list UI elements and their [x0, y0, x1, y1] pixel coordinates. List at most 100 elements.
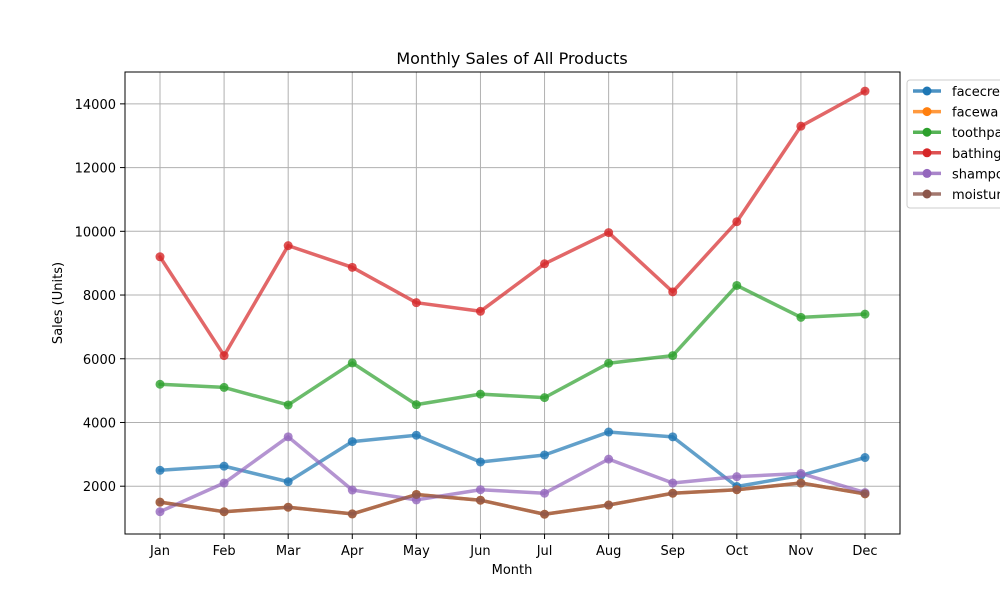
series-bathing — [155, 86, 870, 361]
data-point — [475, 495, 485, 505]
series-line — [158, 481, 867, 516]
x-tick-label: Aug — [596, 544, 621, 559]
data-point — [796, 312, 806, 322]
x-tick-label: Jun — [469, 544, 490, 559]
x-tick-label: Feb — [213, 544, 236, 559]
data-point — [411, 400, 421, 410]
data-point — [796, 121, 806, 131]
plot-frame — [124, 71, 901, 535]
axes: Jan Feb Mar Apr May Jun Jul Aug Sep Oct Nov Dec 2000… — [75, 98, 878, 559]
data-point — [604, 228, 614, 238]
data-point — [475, 485, 485, 495]
data-point — [475, 457, 485, 467]
data-point — [860, 309, 870, 319]
legend: facecre facewa toothpa bathing shampo moistur — [906, 79, 1000, 209]
legend-item: moistur — [913, 188, 1000, 203]
legend-item: toothpa — [913, 126, 1000, 141]
legend-label: toothpa — [952, 126, 1000, 141]
data-point — [540, 393, 550, 403]
data-point — [155, 252, 165, 262]
data-point — [155, 379, 165, 389]
data-point — [219, 351, 229, 361]
series-line — [158, 283, 867, 407]
data-point — [668, 287, 678, 297]
data-point — [540, 509, 550, 519]
x-tick-label: Nov — [788, 544, 814, 559]
x-tick-label: Dec — [852, 544, 877, 559]
data-point — [347, 262, 357, 272]
data-point — [540, 488, 550, 498]
data-point — [475, 306, 485, 316]
legend-marker — [922, 127, 932, 137]
series-facecre — [155, 427, 870, 492]
legend-item: bathing — [913, 147, 1000, 162]
data-point — [732, 217, 742, 227]
data-point — [732, 280, 742, 290]
data-point — [860, 86, 870, 96]
data-point — [411, 489, 421, 499]
legend-item: shampo — [913, 167, 1000, 182]
data-point — [540, 259, 550, 269]
legend-label: facewa — [952, 106, 998, 121]
data-point — [604, 427, 614, 437]
data-point — [219, 478, 229, 488]
data-point — [604, 454, 614, 464]
data-point — [540, 450, 550, 460]
y-tick-label: 12000 — [75, 162, 116, 177]
x-tick-label: Mar — [276, 544, 301, 559]
series-layer — [155, 86, 870, 519]
data-point — [411, 298, 421, 308]
x-axis-label: Month — [492, 563, 533, 578]
data-point — [155, 465, 165, 475]
y-tick-label: 6000 — [83, 353, 116, 368]
data-point — [283, 241, 293, 251]
data-point — [411, 430, 421, 440]
y-tick-label: 2000 — [83, 480, 116, 495]
series-moistur — [155, 478, 870, 519]
y-tick-label: 10000 — [75, 225, 116, 240]
legend-label: moistur — [952, 188, 1000, 203]
y-tick-label: 8000 — [83, 289, 116, 304]
legend-label: facecre — [952, 85, 1000, 100]
data-point — [155, 497, 165, 507]
x-tick-label: Oct — [726, 544, 748, 559]
data-point — [732, 472, 742, 482]
x-tick-label: Jan — [149, 544, 170, 559]
chart-title: Monthly Sales of All Products — [396, 49, 627, 68]
series-line — [158, 430, 867, 489]
data-point — [860, 489, 870, 499]
data-point — [796, 478, 806, 488]
data-point — [860, 453, 870, 463]
x-tick-label: Sep — [660, 544, 685, 559]
data-point — [347, 509, 357, 519]
data-point — [347, 437, 357, 447]
y-tick-label: 14000 — [75, 98, 116, 113]
legend-marker — [922, 86, 932, 96]
data-point — [604, 500, 614, 510]
series-line — [158, 435, 867, 514]
data-point — [668, 432, 678, 442]
data-point — [219, 507, 229, 517]
legend-item: facecre — [913, 85, 1000, 100]
legend-marker — [922, 148, 932, 158]
data-point — [155, 507, 165, 517]
y-axis-label: Sales (Units) — [51, 262, 66, 344]
y-tick-label: 4000 — [83, 416, 116, 431]
series-toothpa — [155, 280, 870, 410]
x-tick-label: Jul — [536, 544, 553, 559]
data-point — [283, 502, 293, 512]
data-point — [219, 382, 229, 392]
legend-marker — [922, 107, 932, 117]
x-tick-label: Apr — [341, 544, 364, 559]
data-point — [604, 358, 614, 368]
data-point — [283, 400, 293, 410]
data-point — [219, 461, 229, 471]
legend-item: facewa — [913, 106, 998, 121]
data-point — [732, 485, 742, 495]
data-point — [347, 485, 357, 495]
legend-marker — [922, 168, 932, 178]
legend-label: bathing — [952, 147, 1000, 162]
x-tick-label: May — [403, 544, 430, 559]
